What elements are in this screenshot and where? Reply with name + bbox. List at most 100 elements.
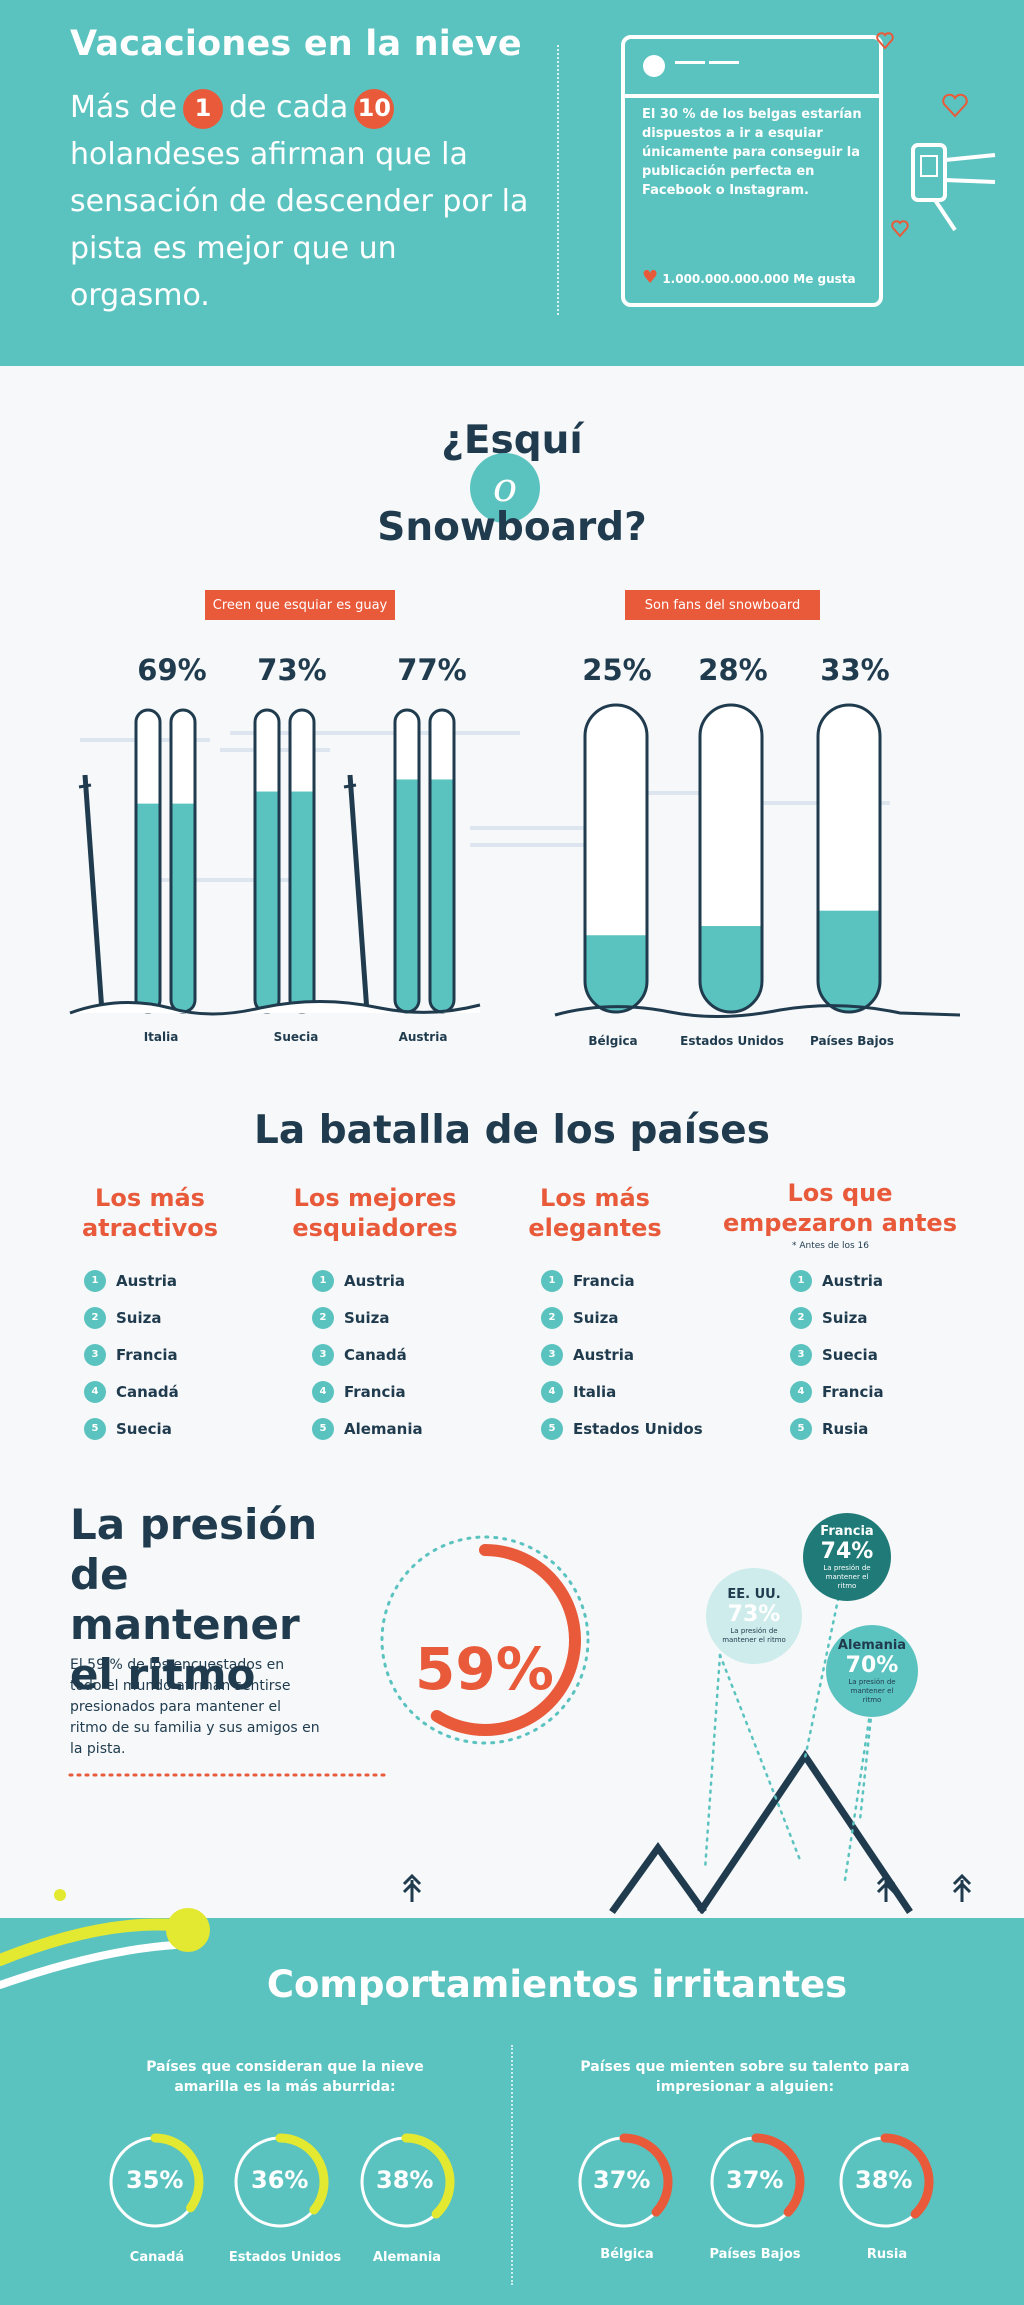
rank-item: 5 Estados Unidos [541,1410,703,1447]
ring-pct-belgica: 37% [593,2166,651,2194]
left-subtitle: Países que consideran que la nieve amaril… [146,2059,424,2095]
bubble-alemania-sub: La presión de mantener el ritmo [848,1677,896,1704]
ring-pct-alemania: 38% [376,2166,434,2194]
header-num-1: 1 [182,88,223,129]
bubble-alemania-name: Alemania [837,1637,907,1653]
rank-number: 5 [84,1417,106,1440]
ring-pct-canada: 35% [126,2166,184,2194]
ski-pole [347,774,370,1013]
rank-country: Austria [116,1271,178,1290]
rank-number: 4 [790,1380,812,1403]
ski-label-pill: Creen que esquiar es guay [205,590,395,620]
snowboard-fill-paises-bajos [818,910,880,1012]
ski-country-italia: Italia [143,1030,179,1044]
bubble-francia: Francia 74% La presión de mantener el ri… [803,1513,891,1601]
rank-country: Francia [573,1271,635,1290]
ski-pct-suecia: 73% [257,653,327,687]
ski-pole-grip [343,783,357,789]
rank-number: 1 [790,1269,812,1292]
rank-number: 4 [312,1380,334,1403]
snow-pct-paises-bajos: 33% [820,653,890,687]
rank-country: Francia [116,1345,178,1364]
ring-label-alemania: Alemania [372,2250,442,2265]
rank-number: 3 [790,1343,812,1366]
rank-item: 4 Francia [790,1373,884,1410]
cat-title-elegantes: Los más elegantes [528,1184,662,1242]
social-post-card: El 30 % de los belgas estarían dispuesto… [621,35,883,307]
skivs-o: o [470,453,540,523]
ring-pct-rusia: 38% [855,2166,913,2194]
line-decor [675,61,705,64]
bottom-divider [511,2045,513,2285]
rank-country: Canadá [344,1345,407,1364]
rank-number: 3 [84,1343,106,1366]
rank-country: Suiza [344,1308,390,1327]
rank-country: Suiza [573,1308,619,1327]
heart-icon [891,220,909,238]
rank-item: 4 Italia [541,1373,703,1410]
rank-number: 1 [84,1269,106,1292]
rank-number: 1 [541,1269,563,1292]
cat-title-esquiadores: Los mejores esquiadores [292,1184,458,1242]
rank-item: 2 Suiza [790,1299,884,1336]
likes-count: ♥ 1.000.000.000.000 Me gusta [642,267,856,288]
header-num-10: 10 [354,88,395,129]
battle-note: * Antes de los 16 [792,1241,869,1251]
cat-title-atractivos: Los más atractivos [81,1184,219,1242]
battle-title: La batalla de los países [254,1108,770,1153]
rank-number: 2 [541,1306,563,1329]
ring-value [275,2133,329,2215]
ring-pct-eeuu: 36% [251,2166,309,2194]
bubble-francia-pct: 74% [820,1538,874,1564]
bubble-eeuu-sub: La presión de mantener el ritmo [722,1627,786,1644]
pressure-title: La presión de mantener el ritmo [70,1500,318,1699]
rank-country: Suecia [822,1345,878,1364]
heart-icon: ♥ [642,267,659,288]
ranking-esquiadores: 1 Austria 2 Suiza 3 Canadá 4 Francia 5 Alemania [312,1262,423,1447]
rank-item: 2 Suiza [541,1299,703,1336]
ski-pole-grip [78,783,92,789]
bubble-eeuu-name: EE. UU. [727,1587,781,1602]
pressure-pct: 59% [415,1635,554,1703]
bubble-eeuu: EE. UU. 73% La presión de mantener el ri… [706,1568,802,1664]
ski-fill-suecia [255,791,279,1012]
snow-country-belgica: Bélgica [588,1034,638,1048]
header-text-after: holandeses afirman que la sensación de d… [70,137,529,313]
ski-country-suecia: Suecia [273,1030,319,1044]
rank-item: 5 Suecia [84,1410,179,1447]
snow-pct-belgica: 25% [582,653,652,687]
ski-pct-italia: 69% [137,653,207,687]
ring-label-rusia: Rusia [866,2247,908,2262]
rank-item: 3 Austria [541,1336,703,1373]
snow-pct-eeuu: 28% [698,653,768,687]
avatar-icon [643,55,665,77]
divider [557,45,559,315]
rank-country: Suecia [116,1419,172,1438]
snowball-icon [0,1889,210,1989]
cat-title-empezaron: Los que empezaron antes [723,1179,957,1237]
snow-country-eeuu: Estados Unidos [680,1034,784,1048]
rank-item: 3 Canadá [312,1336,423,1373]
rank-item: 2 Suiza [84,1299,179,1336]
rank-number: 5 [541,1417,563,1440]
ring-pct-paises-bajos: 37% [726,2166,784,2194]
likes-label: 1.000.000.000.000 Me gusta [662,272,856,286]
ring-value [401,2133,455,2219]
bubble-alemania: Alemania 70% La presión de mantener el r… [826,1625,918,1717]
bubble-alemania-pct: 70% [845,1652,899,1678]
ski-fill-italia [171,803,195,1012]
header-banner: Vacaciones en la nieve Más de 1 de cada 10 … [0,0,1024,366]
snowboard-outline-belgica [583,703,649,1014]
line-decor [709,61,739,64]
rank-item: 5 Alemania [312,1410,423,1447]
skivs-title-line2: Snowboard? [377,505,647,550]
ski-country-austria: Austria [398,1030,448,1044]
rank-number: 3 [312,1343,334,1366]
ring-value [619,2133,673,2217]
ski-snowboard-chart [69,703,961,1019]
snow-country-paises-bajos: Países Bajos [809,1034,895,1048]
bubble-francia-sub: La presión de mantener el ritmo [823,1563,871,1590]
bubble-francia-name: Francia [820,1523,874,1539]
rank-country: Rusia [822,1419,869,1438]
rank-country: Austria [344,1271,406,1290]
